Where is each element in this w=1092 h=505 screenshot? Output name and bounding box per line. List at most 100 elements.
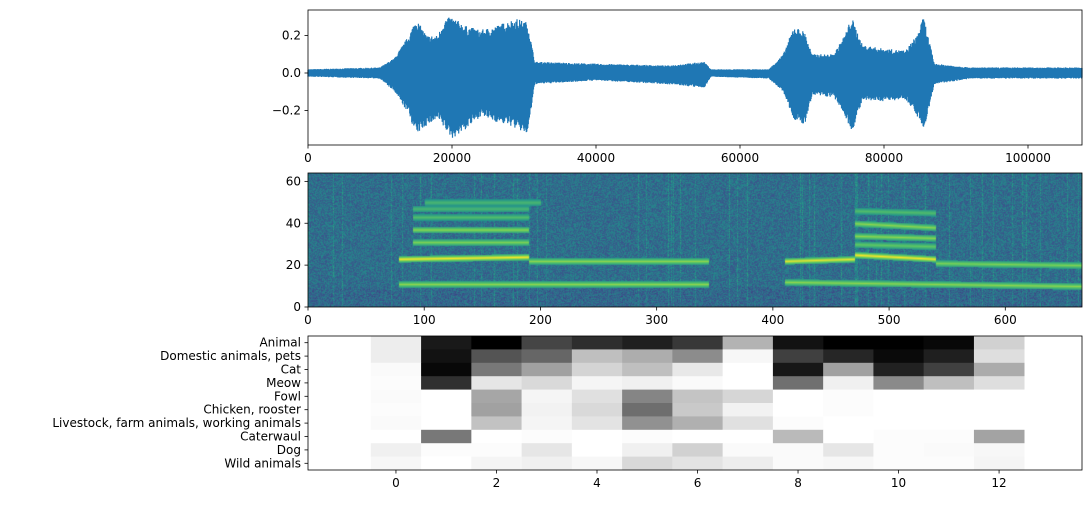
heatmap-cell (973, 376, 1025, 390)
heatmap-cell (622, 336, 673, 350)
heatmap-cell (923, 349, 975, 364)
heatmap-cell (370, 416, 422, 431)
heatmap-cell (370, 389, 422, 404)
heatmap-cell (370, 349, 422, 364)
heatmap-cell (672, 362, 723, 377)
heatmap-cell (471, 349, 522, 364)
heatmap-cell (370, 456, 422, 471)
heatmap-cell (370, 403, 422, 417)
heatmap-cell (571, 336, 623, 350)
heatmap-cell (923, 403, 975, 417)
heatmap-cell (672, 349, 723, 364)
heatmap-cell (823, 362, 874, 377)
heatmap-xtick-label: 12 (991, 476, 1006, 490)
heatmap-cell (873, 349, 924, 364)
heatmap-cell (873, 376, 924, 390)
heatmap-cell (521, 416, 573, 431)
heatmap-cell (521, 389, 573, 404)
heatmap-xtick-label: 6 (694, 476, 702, 490)
heatmap-row-label: Livestock, farm animals, working animals (52, 416, 301, 430)
heatmap-cell (722, 429, 774, 444)
waveform-axes-frame (307, 9, 1083, 146)
heatmap-cell (823, 336, 874, 350)
heatmap-cell (973, 429, 1025, 444)
heatmap-cell (722, 362, 774, 377)
spectrogram-xtick-label: 500 (878, 313, 901, 327)
heatmap-cell (873, 389, 924, 404)
heatmap-cell (370, 429, 422, 444)
waveform-xtick-label: 100000 (1005, 151, 1051, 165)
heatmap-cell (521, 362, 573, 377)
heatmap-row-label: Fowl (274, 389, 301, 403)
heatmap-row-label: Cat (281, 363, 302, 377)
heatmap-cell (622, 349, 673, 364)
heatmap-cell (672, 376, 723, 390)
heatmap-cell (672, 416, 723, 431)
heatmap-cell (672, 389, 723, 404)
heatmap-cell (973, 456, 1025, 471)
heatmap-cell (571, 443, 623, 457)
heatmap-cell (722, 456, 774, 471)
heatmap-cell (823, 349, 874, 364)
heatmap-cell (722, 336, 774, 350)
heatmap-cell (622, 389, 673, 404)
heatmap-cell (421, 456, 472, 471)
heatmap-cell (471, 429, 522, 444)
spectrogram-xtick-label: 600 (994, 313, 1017, 327)
heatmap-cell (772, 376, 824, 390)
heatmap-cell (672, 456, 723, 471)
heatmap-cell (772, 456, 824, 471)
heatmap-cell (421, 362, 472, 377)
spectrogram-ytick-label: 0 (293, 300, 301, 314)
waveform-xtick-label: 40000 (577, 151, 615, 165)
heatmap-cell (823, 443, 874, 457)
heatmap-cell (923, 376, 975, 390)
heatmap-cell (571, 416, 623, 431)
heatmap-cell (521, 349, 573, 364)
heatmap-cell (722, 349, 774, 364)
heatmap-cell (672, 443, 723, 457)
heatmap-cell (873, 362, 924, 377)
heatmap-cell (923, 456, 975, 471)
waveform-line (307, 17, 1083, 138)
spectrogram-xtick-label: 100 (413, 313, 436, 327)
heatmap-cell (571, 429, 623, 444)
spectrogram-axes-frame (307, 172, 1083, 308)
heatmap-row-label: Dog (277, 443, 301, 457)
heatmap-cell (873, 403, 924, 417)
waveform-ytick-label: 0.0 (282, 66, 301, 80)
heatmap-cell (772, 389, 824, 404)
heatmap-cell (370, 362, 422, 377)
heatmap-cell (973, 336, 1025, 350)
heatmap-cell (823, 456, 874, 471)
waveform-xtick-label: 0 (304, 151, 312, 165)
heatmap-cell (571, 349, 623, 364)
heatmap-cell (521, 376, 573, 390)
heatmap-cell (571, 362, 623, 377)
heatmap-cell (622, 403, 673, 417)
heatmap-cell (722, 416, 774, 431)
heatmap-cell (622, 429, 673, 444)
heatmap-cell (772, 403, 824, 417)
heatmap-cell (421, 403, 472, 417)
heatmap-cell (622, 416, 673, 431)
heatmap-cell (571, 389, 623, 404)
heatmap-cell (973, 416, 1025, 431)
heatmap-cell (722, 403, 774, 417)
heatmap-cell (823, 429, 874, 444)
heatmap-xtick-label: 0 (392, 476, 400, 490)
heatmap-cell (571, 456, 623, 471)
heatmap-cell (471, 403, 522, 417)
heatmap-cell (521, 403, 573, 417)
heatmap-cell (471, 389, 522, 404)
heatmap-cell (421, 389, 472, 404)
heatmap-cell (521, 429, 573, 444)
heatmap-xtick-label: 8 (794, 476, 802, 490)
heatmap-cell (622, 456, 673, 471)
heatmap-cell (873, 416, 924, 431)
heatmap-cell (471, 376, 522, 390)
waveform-xtick-label: 20000 (433, 151, 471, 165)
heatmap-row-label: Chicken, rooster (203, 403, 301, 417)
heatmap-cell (370, 336, 422, 350)
heatmap-cell (973, 403, 1025, 417)
